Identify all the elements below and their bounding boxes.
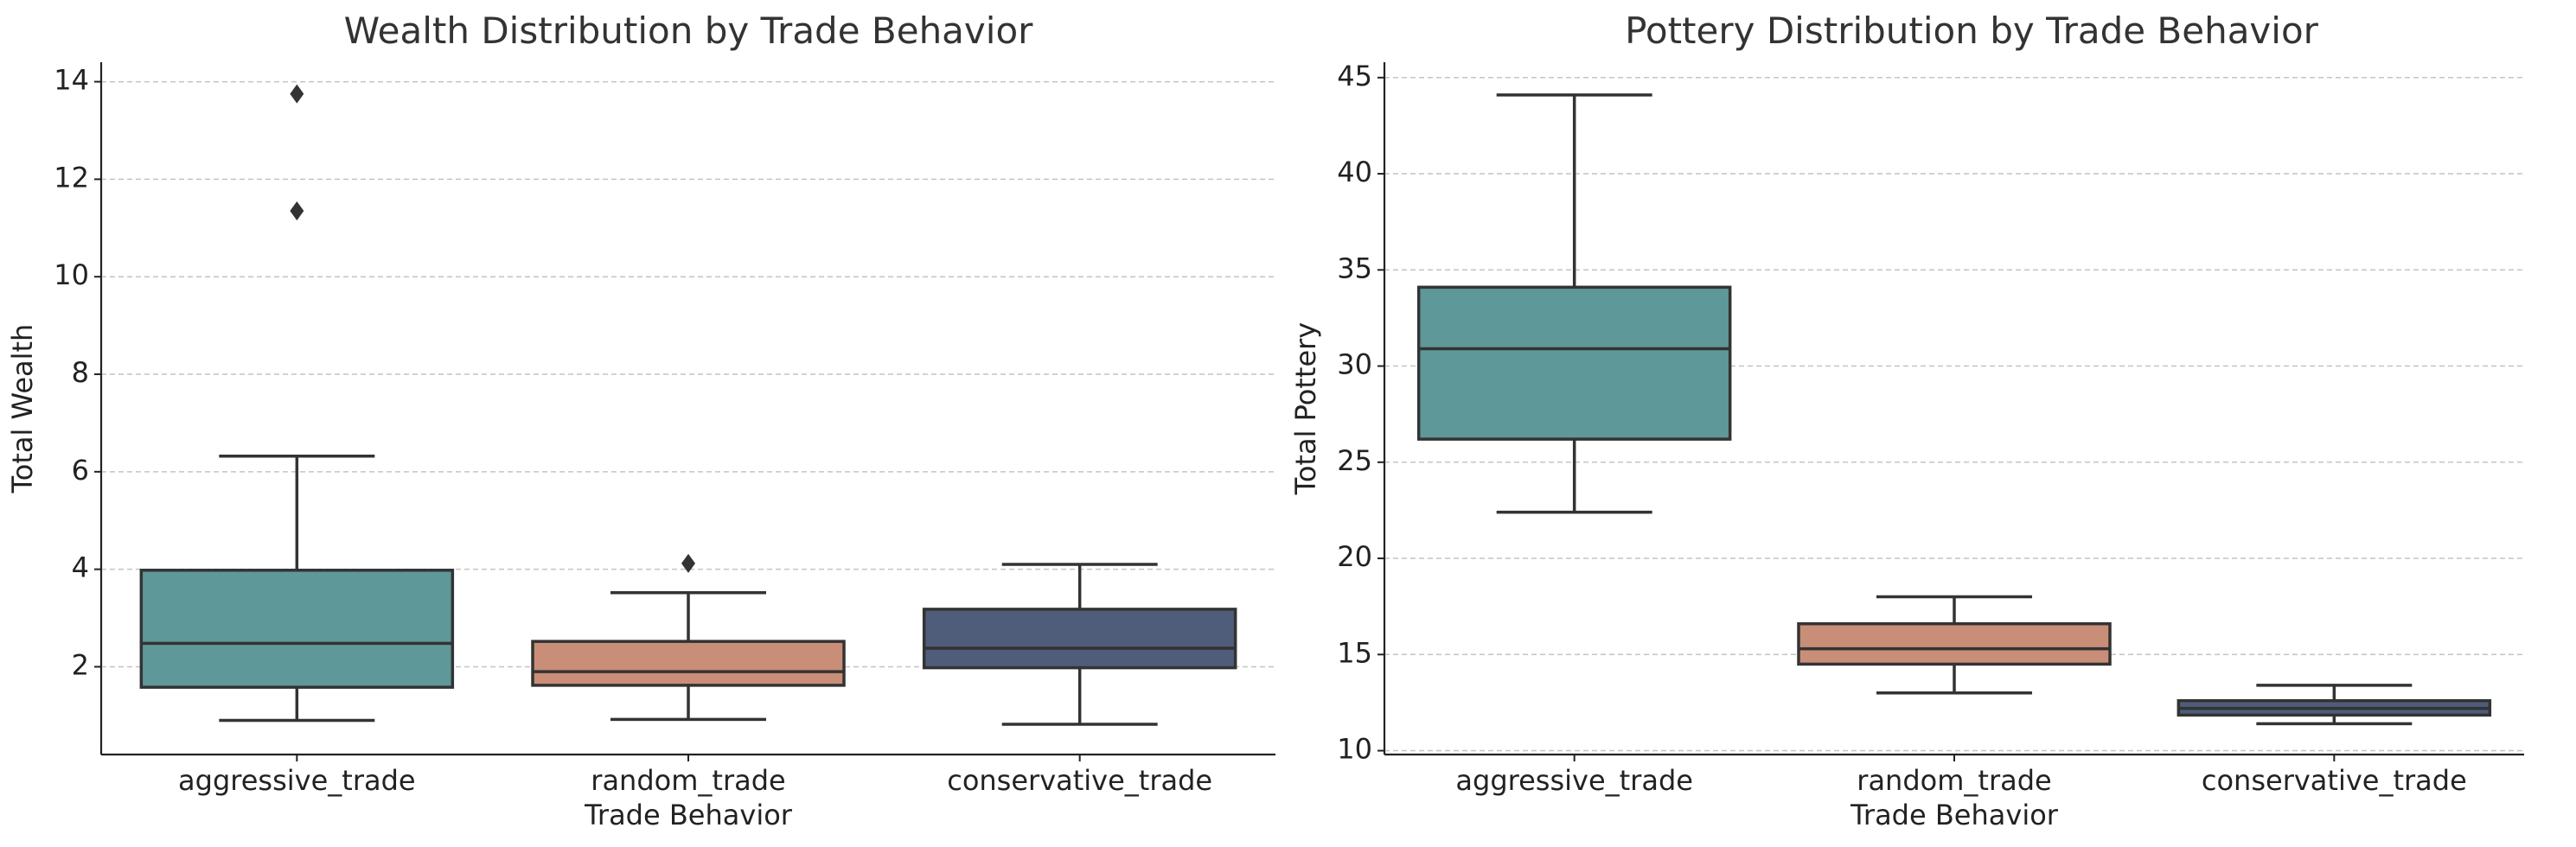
y-tick-label: 6 [72,454,89,487]
box-aggressive_trade [139,84,455,723]
y-tick-label: 45 [1337,60,1372,92]
box-conservative_trade [922,563,1237,726]
chart-panel-2: 10 15 20 25 30 35 40 45 aggressive_trade random_t… [1289,10,2524,831]
box-random_trade [531,553,846,722]
x-tick-label: random_trade [591,764,785,797]
y-tick-label: 12 [54,161,89,194]
y-tick-label: 40 [1337,156,1372,188]
y-tick-label: 10 [54,258,89,291]
box-conservative_trade [2176,684,2492,726]
box-iqr [531,640,846,687]
x-axis-label: Trade Behavior [584,799,793,831]
y-tick-label: 14 [54,64,89,97]
y-tick-label: 10 [1337,733,1372,766]
chart-panel-1: 2 4 6 8 10 12 14 aggressive_trade random_trade co… [6,10,1275,831]
box-iqr [139,569,455,689]
y-tick-label: 30 [1337,348,1372,381]
x-tick-label: aggressive_trade [1455,764,1693,797]
outlier-marker [290,201,304,221]
outlier-marker [681,553,695,573]
x-axis-label: Trade Behavior [1850,799,2059,831]
y-axis-label: Total Wealth [6,324,39,494]
box-iqr [1797,621,2112,666]
y-tick-label: 25 [1337,444,1372,477]
x-tick-label: conservative_trade [947,764,1212,797]
chart-title: Pottery Distribution by Trade Behavior [1625,10,2319,52]
y-tick-label: 8 [72,356,89,389]
y-axis-label: Total Pottery [1289,322,1322,496]
chart-title: Wealth Distribution by Trade Behavior [344,10,1034,52]
box-iqr [1416,285,1732,441]
x-tick-label: aggressive_trade [178,764,416,797]
box-random_trade [1797,595,2112,695]
y-tick-label: 2 [72,648,89,681]
x-tick-label: random_trade [1857,764,2051,797]
x-tick-label: conservative_trade [2202,764,2467,797]
box-aggressive_trade [1416,93,1732,514]
outlier-marker [290,84,304,104]
y-tick-label: 15 [1337,636,1372,669]
y-tick-label: 20 [1337,540,1372,573]
box-iqr [922,608,1237,670]
y-tick-label: 4 [72,551,89,584]
y-tick-label: 35 [1337,252,1372,284]
